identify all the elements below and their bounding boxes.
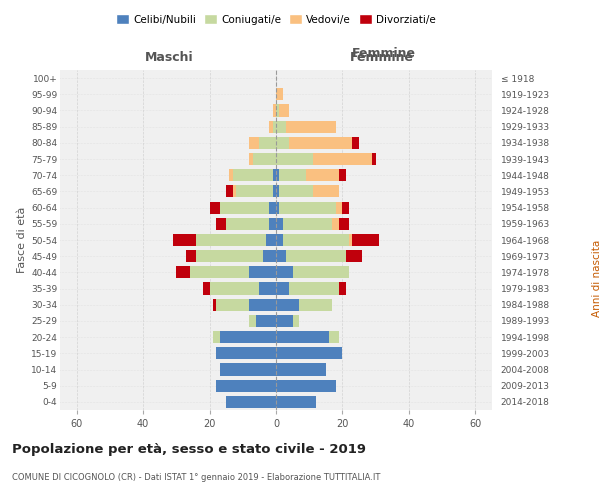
Bar <box>352 137 359 149</box>
Legend: Celibi/Nubili, Coniugati/e, Vedovi/e, Divorziati/e: Celibi/Nubili, Coniugati/e, Vedovi/e, Di… <box>112 10 440 29</box>
Bar <box>269 218 276 230</box>
Bar <box>276 282 289 294</box>
Bar <box>276 250 286 262</box>
Bar <box>276 396 316 408</box>
Bar <box>280 104 289 117</box>
Text: COMUNE DI CICOGNOLO (CR) - Dati ISTAT 1° gennaio 2019 - Elaborazione TUTTITALIA.: COMUNE DI CICOGNOLO (CR) - Dati ISTAT 1°… <box>12 472 380 482</box>
Bar <box>196 250 263 262</box>
Bar <box>203 282 209 294</box>
Bar <box>233 169 272 181</box>
Bar <box>276 88 283 101</box>
Bar <box>373 153 376 165</box>
Bar <box>236 186 272 198</box>
Text: Popolazione per età, sesso e stato civile - 2019: Popolazione per età, sesso e stato civil… <box>12 442 366 456</box>
Bar <box>276 104 280 117</box>
Bar <box>276 202 280 213</box>
Y-axis label: Fasce di età: Fasce di età <box>17 207 27 273</box>
Bar <box>276 380 336 392</box>
Bar <box>220 364 276 376</box>
Bar <box>266 234 276 246</box>
Bar <box>276 120 286 132</box>
Text: Femmine: Femmine <box>350 50 415 64</box>
Bar <box>286 250 346 262</box>
Bar <box>253 153 276 165</box>
Bar <box>289 282 339 294</box>
Bar <box>226 186 233 198</box>
Bar <box>250 137 259 149</box>
Bar <box>216 380 276 392</box>
Bar <box>339 169 346 181</box>
Bar <box>276 331 329 343</box>
Bar <box>293 266 349 278</box>
Bar <box>216 218 226 230</box>
Bar <box>250 298 276 311</box>
Bar <box>220 202 269 213</box>
Bar <box>332 218 339 230</box>
Bar <box>276 186 280 198</box>
Bar <box>276 266 293 278</box>
Bar <box>186 250 196 262</box>
Bar <box>276 169 280 181</box>
Bar <box>259 282 276 294</box>
Bar <box>313 186 339 198</box>
Bar <box>339 218 349 230</box>
Bar <box>250 266 276 278</box>
Bar <box>280 169 306 181</box>
Bar <box>213 298 216 311</box>
Bar <box>293 315 299 327</box>
Bar <box>173 234 196 246</box>
Bar <box>349 234 352 246</box>
Bar <box>336 202 343 213</box>
Bar <box>250 153 253 165</box>
Bar <box>196 234 266 246</box>
Bar <box>306 169 339 181</box>
Bar <box>299 298 332 311</box>
Bar <box>343 202 349 213</box>
Bar <box>346 250 362 262</box>
Bar <box>209 202 220 213</box>
Bar <box>233 186 236 198</box>
Bar <box>289 137 352 149</box>
Bar <box>190 266 250 278</box>
Bar <box>220 331 276 343</box>
Bar <box>339 282 346 294</box>
Bar <box>280 202 336 213</box>
Bar <box>272 169 276 181</box>
Bar <box>313 153 373 165</box>
Text: Maschi: Maschi <box>145 50 194 64</box>
Bar <box>276 298 299 311</box>
Bar <box>276 218 283 230</box>
Bar <box>276 348 343 360</box>
Bar <box>269 120 272 132</box>
Bar <box>256 315 276 327</box>
Bar <box>213 331 220 343</box>
Bar <box>226 218 269 230</box>
Bar <box>272 120 276 132</box>
Bar <box>263 250 276 262</box>
Bar <box>272 186 276 198</box>
Bar <box>216 348 276 360</box>
Text: Femmine: Femmine <box>352 47 416 60</box>
Text: Anni di nascita: Anni di nascita <box>592 240 600 318</box>
Bar <box>226 396 276 408</box>
Bar <box>276 315 293 327</box>
Bar <box>250 315 256 327</box>
Bar <box>209 282 259 294</box>
Bar <box>329 331 339 343</box>
Bar <box>276 234 283 246</box>
Bar <box>283 234 349 246</box>
Bar <box>176 266 190 278</box>
Bar <box>352 234 379 246</box>
Bar <box>259 137 276 149</box>
Bar <box>216 298 250 311</box>
Bar <box>283 218 332 230</box>
Bar <box>280 186 313 198</box>
Bar <box>229 169 233 181</box>
Bar <box>286 120 336 132</box>
Bar <box>276 137 289 149</box>
Bar <box>276 153 313 165</box>
Bar <box>269 202 276 213</box>
Bar <box>272 104 276 117</box>
Bar <box>276 364 326 376</box>
